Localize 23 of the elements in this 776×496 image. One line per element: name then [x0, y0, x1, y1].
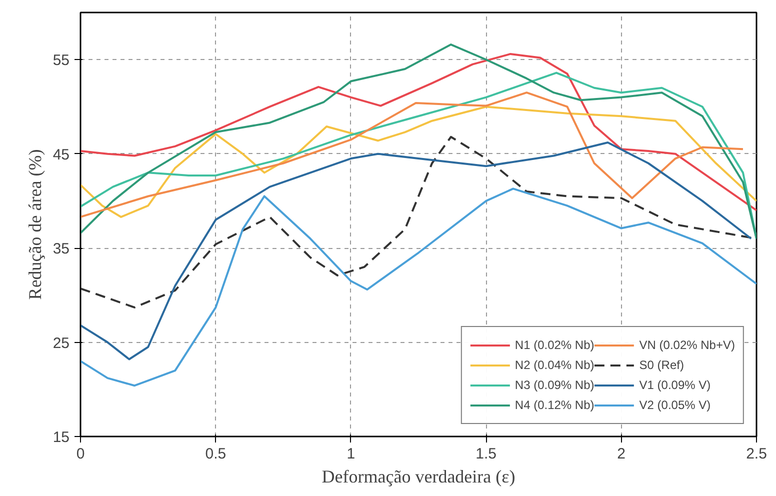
legend-label: S0 (Ref)	[639, 358, 684, 372]
x-tick-label: 0.5	[205, 446, 226, 462]
y-tick-label: 45	[52, 146, 70, 164]
x-tick-label: 2	[617, 446, 626, 462]
x-tick-label: 2.5	[746, 446, 767, 462]
y-tick-label: 35	[52, 240, 70, 258]
x-tick-label: 1.5	[476, 446, 497, 462]
legend-label: N2 (0.04% Nb)	[514, 358, 594, 372]
legend-label: V2 (0.05% V)	[639, 398, 711, 412]
legend-label: N4 (0.12% Nb)	[514, 398, 594, 412]
legend-label: VN (0.02% Nb+V)	[639, 338, 735, 352]
legend-label: N1 (0.02% Nb)	[514, 338, 594, 352]
x-tick-label: 1	[346, 446, 356, 462]
x-axis-title: Deformação verdadeira (ε)	[322, 466, 516, 486]
line-series	[80, 52, 756, 212]
legend-label: V1 (0.09% V)	[639, 378, 711, 392]
y-axis-title: Redução de área (%)	[24, 149, 45, 300]
line-series	[80, 142, 752, 360]
legend-label: N3 (0.09% Nb)	[514, 378, 594, 392]
y-tick-label: 25	[52, 334, 70, 352]
x-tick-label: 0	[76, 446, 85, 462]
y-tick-label: 55	[52, 52, 70, 70]
y-tick-label: 15	[52, 429, 70, 446]
